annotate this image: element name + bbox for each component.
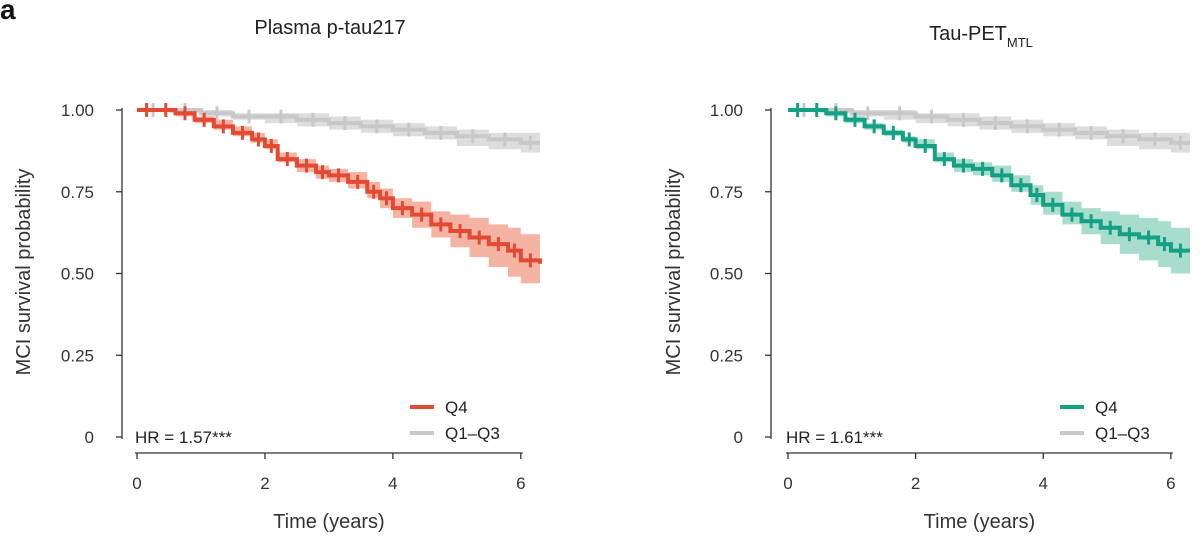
- x-tick-label: 4: [388, 474, 397, 493]
- x-tick-label: 0: [132, 474, 141, 493]
- survival-line-q1-q3: [137, 108, 540, 145]
- chart-panel-2: Tau-PETMTL 0 0.25 0.50 0.75 1.00 0 2 4 6 Time (yea…: [663, 23, 1190, 533]
- hazard-ratio-annotation: HR = 1.61***: [786, 428, 883, 447]
- legend-label-q1-q3: Q1–Q3: [1095, 424, 1150, 443]
- x-tick-label: 4: [1039, 474, 1048, 493]
- y-tick-label: 0.75: [710, 183, 743, 202]
- chart-title: Plasma p-tau217: [254, 17, 405, 39]
- y-tick-label: 0.50: [61, 265, 94, 284]
- x-tick-label: 6: [1166, 474, 1175, 493]
- x-axis-label: Time (years): [273, 511, 384, 533]
- y-tick-label: 0.25: [710, 346, 743, 365]
- legend-label-q1-q3: Q1–Q3: [445, 424, 500, 443]
- x-tick-label: 2: [911, 474, 920, 493]
- survival-line-q4: [788, 108, 1190, 253]
- y-axis-label: MCI survival probability: [663, 169, 685, 376]
- chart-title: Tau-PETMTL: [929, 23, 1033, 50]
- ci-band-q4: [788, 110, 1190, 274]
- y-tick-label: 0: [734, 428, 743, 447]
- panel-letter: a: [0, 0, 16, 25]
- chart-title-main: Plasma p-tau217: [254, 17, 405, 39]
- hazard-ratio-annotation: HR = 1.57***: [135, 428, 232, 447]
- x-tick-label: 0: [783, 474, 792, 493]
- chart-title-main: Tau-PET: [929, 23, 1007, 45]
- x-tick-label: 2: [260, 474, 269, 493]
- y-tick-label: 1.00: [710, 101, 743, 120]
- y-tick-label: 0.75: [61, 183, 94, 202]
- chart-panel-1: Plasma p-tau217 0 0.25 0.50 0.75 1.00 0 2 4 6 Time…: [13, 17, 542, 533]
- y-axis-label: MCI survival probability: [13, 169, 35, 376]
- x-tick-label: 6: [516, 474, 525, 493]
- chart-title-subscript: MTL: [1007, 35, 1033, 50]
- survival-line-q1-q3: [788, 108, 1190, 145]
- legend-label-q4: Q4: [1095, 398, 1118, 417]
- y-tick-label: 0.25: [61, 346, 94, 365]
- y-tick-label: 0.50: [710, 265, 743, 284]
- legend-label-q4: Q4: [445, 398, 468, 417]
- y-tick-label: 1.00: [61, 101, 94, 120]
- y-tick-label: 0: [85, 428, 94, 447]
- x-axis-label: Time (years): [924, 511, 1035, 533]
- ci-band-q1-q3: [788, 110, 1190, 153]
- ci-band-q1-q3: [137, 110, 540, 153]
